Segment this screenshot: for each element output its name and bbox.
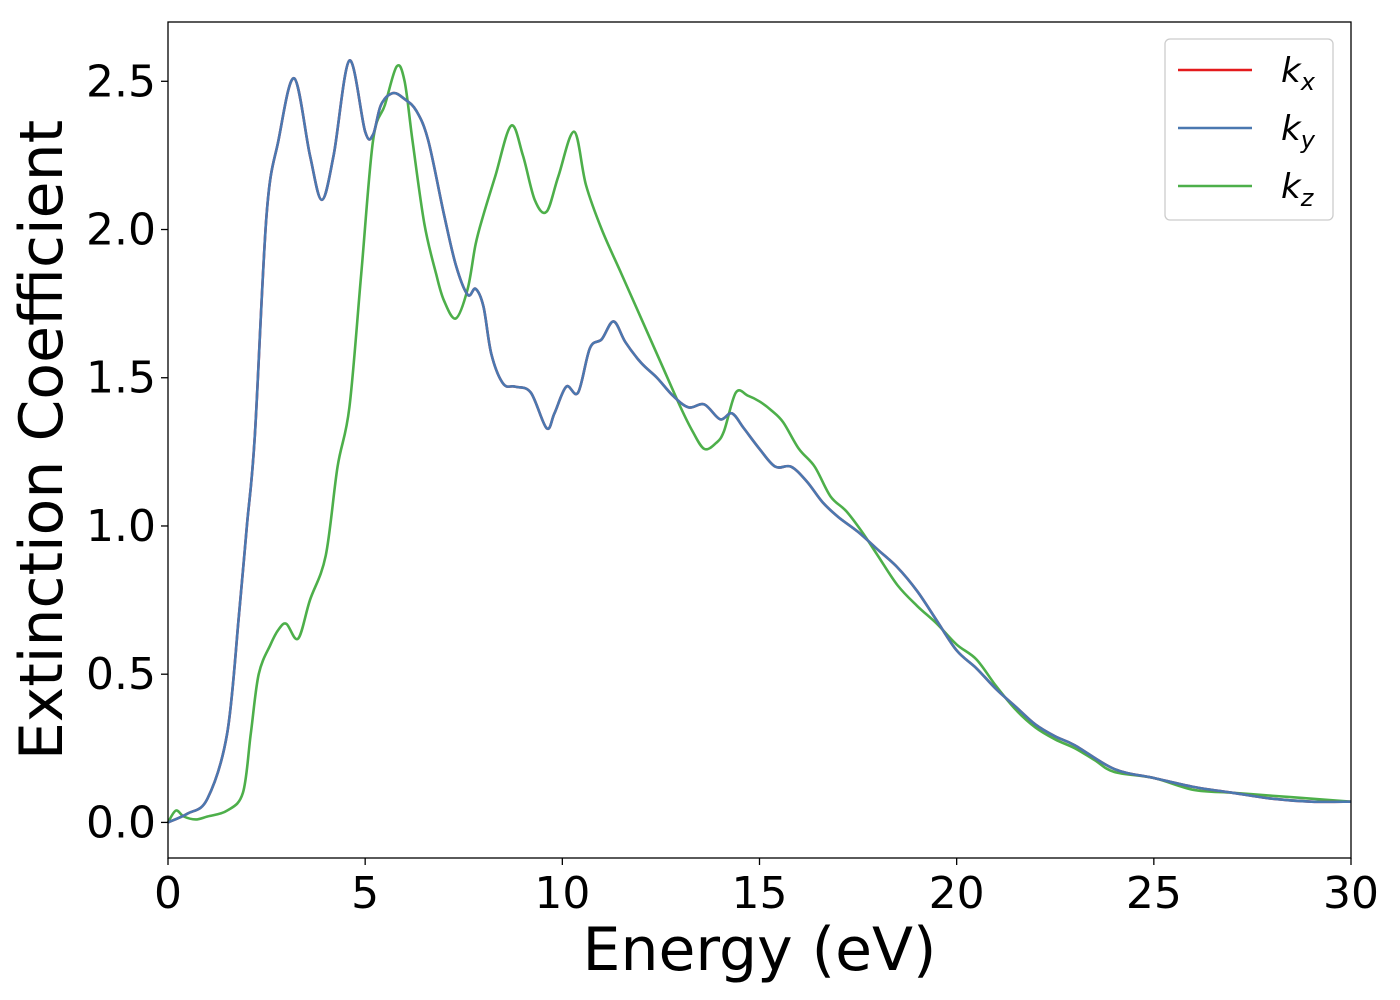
- y-axis-ticks: 0.0 0.5 1.0 1.5 2.0 2.5: [86, 56, 168, 848]
- legend-label: ky: [1281, 109, 1316, 154]
- x-tick-label: 10: [534, 868, 590, 919]
- x-tick-label: 30: [1323, 868, 1379, 919]
- x-tick-label: 25: [1126, 868, 1182, 919]
- y-tick-label: 0.5: [86, 649, 156, 700]
- x-tick-label: 5: [351, 868, 379, 919]
- legend-label: kz: [1281, 167, 1315, 212]
- series-line-kz: [166, 64, 1352, 824]
- y-axis-title: Extinction Coefficient: [7, 120, 77, 760]
- x-tick-label: 0: [154, 868, 182, 919]
- legend-box: [1164, 38, 1334, 221]
- x-tick-label: 20: [929, 868, 985, 919]
- x-tick-label: 15: [732, 868, 788, 919]
- x-axis-ticks: 0 5 10 15 20 25 30: [154, 858, 1379, 919]
- y-tick-label: 0.0: [86, 797, 156, 848]
- legend-label: kx: [1281, 51, 1316, 96]
- y-tick-label: 2.5: [86, 56, 156, 107]
- y-tick-label: 1.5: [86, 353, 156, 404]
- x-axis-title: Energy (eV): [583, 915, 937, 985]
- y-tick-label: 2.0: [86, 205, 156, 256]
- plot-lines: [166, 59, 1352, 824]
- legend: kx ky kz: [1164, 38, 1334, 221]
- series-line-ky: [167, 59, 1352, 824]
- y-tick-label: 1.0: [86, 501, 156, 552]
